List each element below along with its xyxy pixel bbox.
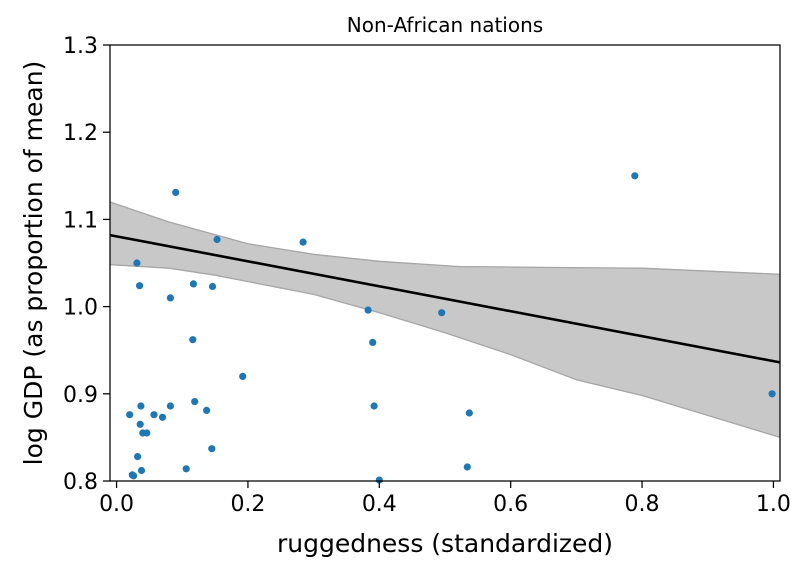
y-tick-label: 1.0: [63, 296, 98, 321]
scatter-point: [158, 413, 167, 421]
regression-line: [109, 233, 781, 364]
scatter-point: [375, 476, 383, 484]
y-tick-label: 1.2: [63, 121, 98, 146]
scatter-point: [189, 336, 197, 344]
y-tick-label: 1.1: [63, 208, 98, 233]
scatter-point: [631, 172, 639, 180]
scatter-point: [208, 445, 216, 453]
x-tick-label: 0.2: [230, 492, 265, 517]
scatter-point: [465, 409, 473, 417]
scatter-point: [182, 465, 190, 473]
y-tick-label: 1.3: [63, 34, 98, 59]
scatter-point: [189, 280, 197, 288]
scatter-point: [213, 235, 221, 244]
scatter-point: [208, 282, 217, 291]
scatter-point: [191, 398, 199, 406]
x-tick-label: 0.4: [362, 492, 397, 517]
confidence-band-upper-edge: [109, 201, 781, 275]
scatter-point: [172, 188, 180, 196]
confidence-band: [110, 202, 780, 438]
scatter-point: [126, 411, 134, 419]
scatter-point: [768, 390, 776, 398]
scatter-point: [137, 402, 145, 410]
scatter-point: [438, 309, 446, 317]
scatter-point: [463, 463, 471, 471]
y-tick-label: 0.9: [63, 383, 98, 408]
scatter-point: [166, 294, 174, 302]
y-tick-label: 0.8: [63, 470, 98, 495]
scatter-point: [137, 466, 146, 475]
scatter-point: [136, 420, 144, 428]
chart-title: Non-African nations: [347, 13, 543, 37]
scatter-point: [130, 472, 138, 480]
scatter-point: [136, 282, 144, 290]
confidence-band-layer: [109, 201, 781, 439]
x-axis-label: ruggedness (standardized): [277, 529, 613, 558]
x-tick-label: 0.8: [625, 492, 660, 517]
y-axis-ticks: 0.8 0.9 1.0 1.1 1.2 1.3: [63, 34, 110, 495]
plot-frame: [109, 44, 781, 482]
regression-line-layer: [109, 233, 781, 364]
scatter-point: [299, 238, 307, 246]
x-tick-label: 1.0: [756, 492, 791, 517]
x-tick-label: 0.6: [493, 492, 528, 517]
x-axis-ticks: 0.0 0.2 0.4 0.6 0.8 1.0: [99, 481, 791, 517]
x-tick-label: 0.0: [99, 492, 134, 517]
scatter-point: [370, 402, 378, 410]
scatter-point: [369, 338, 377, 346]
scatter-point: [166, 402, 174, 410]
scatter-point: [203, 406, 211, 414]
y-axis-label: log GDP (as proportion of mean): [19, 61, 48, 466]
scatter-points-layer: [126, 172, 776, 484]
scatter-point: [364, 306, 372, 314]
scatter-point: [134, 453, 142, 461]
confidence-band-lower-edge: [109, 264, 781, 439]
scatter-point: [143, 429, 151, 437]
scatter-point: [133, 259, 141, 267]
scatter-point: [239, 372, 247, 380]
scatter-point: [150, 411, 158, 419]
